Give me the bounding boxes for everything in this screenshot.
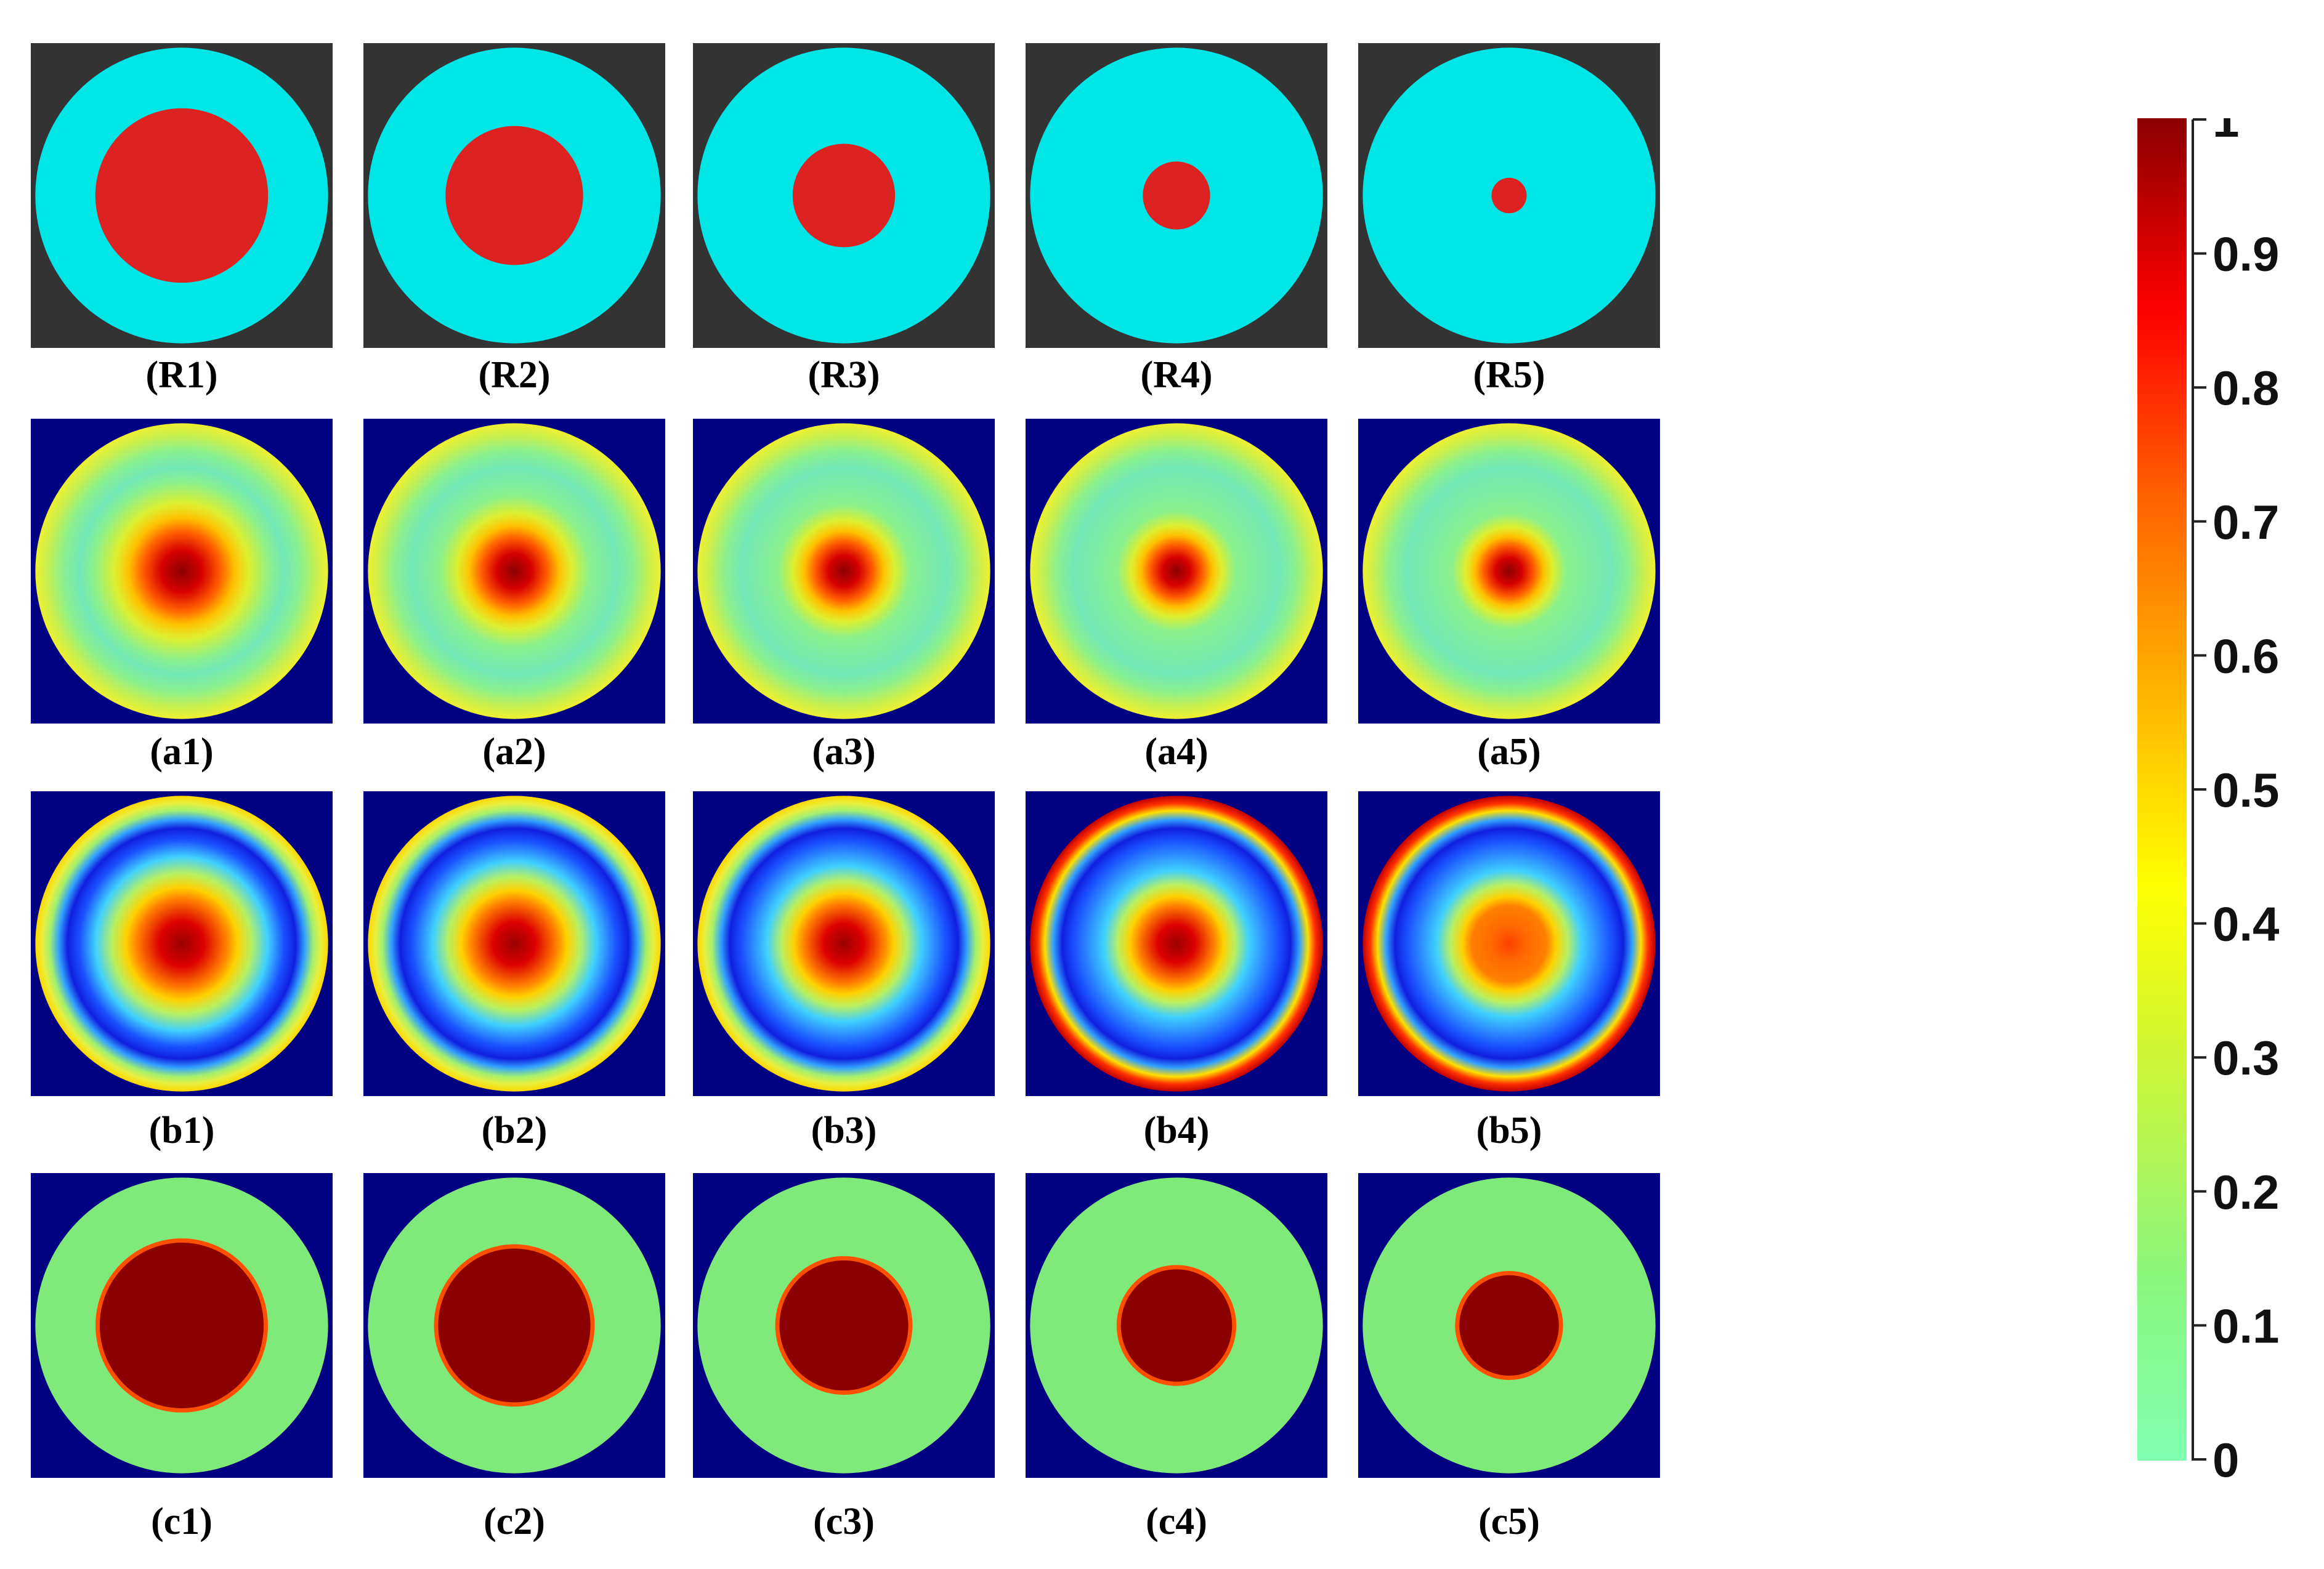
panel-label: (b4): [1143, 1110, 1210, 1152]
panel-label: (a4): [1144, 731, 1209, 773]
panel-label: (b2): [481, 1110, 548, 1152]
panel-label: (a1): [150, 731, 214, 773]
intensity-map: [35, 423, 328, 719]
panel-a5: [1358, 419, 1660, 724]
intensity-map: [35, 796, 328, 1092]
panel-label: (b5): [1476, 1110, 1542, 1152]
panel-label: (b1): [148, 1110, 215, 1152]
intensity-map: [697, 423, 990, 719]
inclusion: [1491, 177, 1527, 214]
inclusion: [1459, 1275, 1559, 1376]
panel-label: (R1): [145, 354, 218, 396]
panel-b1: [31, 791, 333, 1096]
panel-label: (c2): [484, 1501, 545, 1543]
intensity-map: [368, 796, 661, 1092]
panel-c3: [693, 1173, 995, 1478]
inclusion: [792, 143, 896, 248]
colorbar-tick-label: 0.7: [2213, 495, 2279, 549]
panel-R1: [31, 43, 333, 348]
panel-a4: [1026, 419, 1327, 724]
colorbar: 0 0.1 0.2 0.3 0.4 0.5 0.6 0.7 0.8 0.9 1: [2137, 118, 2279, 1487]
panel-R2: [363, 43, 665, 348]
colorbar-tick-label: 0.1: [2213, 1299, 2279, 1353]
panel-c1: [31, 1173, 333, 1478]
colorbar-tick-label: 0.8: [2213, 361, 2279, 415]
inclusion: [779, 1260, 909, 1391]
inclusion: [99, 1243, 264, 1408]
intensity-map: [697, 796, 990, 1092]
panel-label: (a2): [482, 731, 546, 773]
panel-a2: [363, 419, 665, 724]
intensity-map: [1362, 423, 1656, 719]
panel-R4: [1026, 43, 1327, 348]
inclusion: [1143, 161, 1210, 230]
panel-label: (c5): [1478, 1501, 1540, 1543]
panel-label: (R3): [808, 354, 880, 396]
panel-label: (c4): [1146, 1501, 1207, 1543]
panel-label: (c1): [151, 1501, 213, 1543]
inclusion: [1120, 1269, 1233, 1382]
panel-label: (a3): [812, 731, 876, 773]
panel-label: (c3): [813, 1501, 875, 1543]
panel-b2: [363, 791, 665, 1096]
panel-a3: [693, 419, 995, 724]
panel-R3: [693, 43, 995, 348]
intensity-map: [1362, 796, 1656, 1092]
panel-c4: [1026, 1173, 1327, 1478]
inclusion: [445, 126, 583, 265]
intensity-map: [1030, 423, 1323, 719]
panel-label: (b3): [811, 1110, 877, 1152]
intensity-map: [368, 423, 661, 719]
panel-c2: [363, 1173, 665, 1478]
panel-label: (a5): [1477, 731, 1541, 773]
panel-label: (R2): [478, 354, 551, 396]
panel-c5: [1358, 1173, 1660, 1478]
panel-b3: [693, 791, 995, 1096]
colorbar-tick-label: 0.4: [2213, 897, 2279, 951]
colorbar-gradient: [2137, 118, 2187, 1461]
panel-b4: [1026, 791, 1327, 1096]
panel-label: (R4): [1140, 354, 1213, 396]
colorbar-tick-label: 0.5: [2213, 763, 2279, 817]
panel-b5: [1358, 791, 1660, 1096]
inclusion: [438, 1248, 591, 1403]
colorbar-tick-label: 0.2: [2213, 1165, 2279, 1219]
intensity-map: [1030, 796, 1323, 1092]
inclusion: [95, 108, 269, 283]
colorbar-tick-label: 0: [2213, 1433, 2239, 1487]
panel-label: (R5): [1473, 354, 1545, 396]
colorbar-tick-label: 0.9: [2213, 227, 2279, 281]
colorbar-tick-label: 0.3: [2213, 1031, 2279, 1085]
panel-R5: [1358, 43, 1660, 348]
colorbar-tick-label: 0.6: [2213, 629, 2279, 683]
panel-a1: [31, 419, 333, 724]
colorbar-tick-label: 1: [2213, 118, 2239, 147]
